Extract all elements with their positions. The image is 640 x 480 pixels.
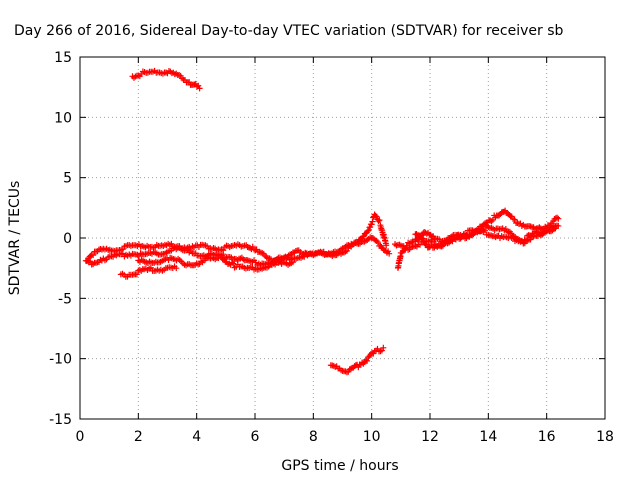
series-trace: [129, 67, 203, 92]
data-point: [365, 227, 372, 234]
y-tick-label: -5: [58, 291, 72, 307]
x-tick-label: 4: [192, 429, 201, 445]
x-tick-label: 12: [421, 429, 439, 445]
series-trace: [394, 207, 562, 271]
y-tick-label: 10: [54, 110, 72, 126]
y-tick-label: 15: [54, 50, 72, 66]
data-point: [364, 357, 371, 364]
data-point: [511, 216, 518, 223]
data-point: [480, 226, 487, 233]
chart-title: Day 266 of 2016, Sidereal Day-to-day VTE…: [14, 23, 564, 39]
data-point: [133, 271, 140, 278]
data-point: [301, 253, 308, 260]
data-point: [259, 250, 266, 257]
y-tick-label: -15: [49, 412, 72, 428]
y-tick-label: -10: [49, 352, 72, 368]
data-point: [220, 251, 227, 258]
series-trace: [117, 263, 180, 280]
x-tick-label: 2: [134, 429, 143, 445]
data-point: [386, 250, 393, 257]
x-tick-label: 6: [251, 429, 260, 445]
data-point: [373, 237, 380, 244]
data-point: [368, 221, 375, 228]
data-point: [119, 250, 126, 257]
data-point: [376, 217, 383, 224]
data-point: [412, 242, 419, 249]
series-trace: [327, 344, 387, 376]
data-point: [508, 230, 515, 237]
data-point: [555, 215, 562, 222]
data-point: [429, 238, 436, 245]
data-point: [505, 229, 512, 236]
data-point: [374, 239, 381, 246]
data-point: [372, 212, 379, 219]
y-tick-label: 0: [63, 231, 72, 247]
data-point: [249, 243, 256, 250]
x-tick-labels: 0 2 4 6 8 10 12 14 16 18: [76, 429, 614, 445]
data-point: [400, 243, 407, 250]
data-point: [365, 354, 372, 361]
data-point: [463, 231, 470, 238]
x-tick-label: 0: [76, 429, 85, 445]
series-trace: [412, 222, 559, 251]
data-point: [196, 85, 203, 92]
axis-ticks: [79, 56, 606, 420]
data-point: [554, 214, 561, 221]
x-tick-label: 16: [538, 429, 556, 445]
y-tick-label: 5: [63, 171, 72, 187]
x-axis-label: GPS time / hours: [281, 458, 398, 474]
series-trace: [135, 252, 296, 273]
data-points: [82, 67, 562, 376]
data-point: [514, 236, 521, 243]
x-tick-label: 14: [479, 429, 497, 445]
data-point: [380, 344, 387, 351]
data-point: [423, 241, 430, 248]
data-point: [364, 228, 371, 235]
data-point: [373, 213, 380, 220]
data-point: [176, 72, 183, 79]
data-point: [90, 252, 97, 259]
data-point: [375, 218, 382, 225]
data-point: [195, 82, 202, 89]
data-point: [552, 225, 559, 232]
data-point: [173, 265, 180, 272]
x-tick-label: 18: [596, 429, 614, 445]
data-point: [343, 247, 350, 254]
data-point: [420, 235, 427, 242]
y-axis-label: SDTVAR / TECUs: [7, 181, 23, 296]
data-point: [369, 218, 376, 225]
data-point: [87, 258, 94, 265]
data-point: [230, 260, 237, 267]
y-tick-labels: -15 -10 -5 0 5 10 15: [49, 50, 72, 428]
data-point: [488, 218, 495, 225]
data-point: [147, 264, 154, 271]
x-tick-label: 8: [309, 429, 318, 445]
x-tick-label: 10: [363, 429, 381, 445]
data-point: [289, 259, 296, 266]
data-point: [228, 259, 235, 266]
data-point: [383, 242, 390, 249]
